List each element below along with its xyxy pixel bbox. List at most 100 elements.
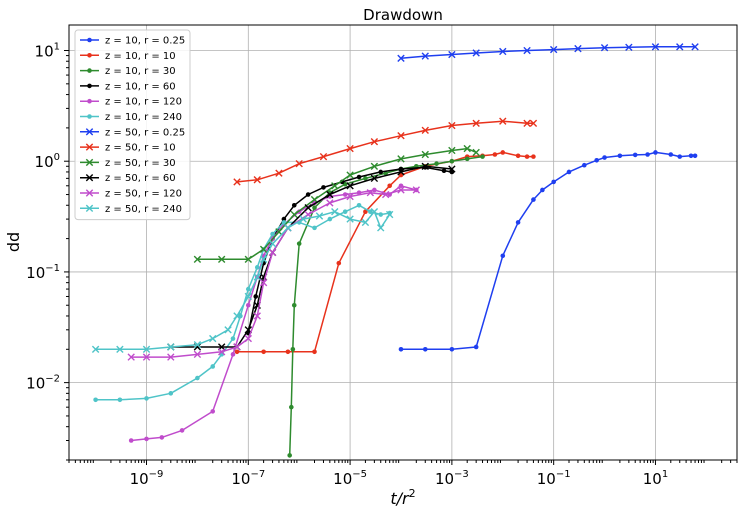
legend-entry: z = 50, r = 10 xyxy=(80,143,176,154)
data-point xyxy=(398,346,404,352)
data-point xyxy=(312,225,317,231)
data-point xyxy=(617,153,623,159)
data-point xyxy=(448,146,456,155)
legend-marker xyxy=(87,37,92,43)
x-tick-label: 10−3 xyxy=(435,469,469,488)
data-point xyxy=(472,119,480,128)
data-point xyxy=(523,119,531,128)
x-tick-base: 10 xyxy=(231,470,250,488)
legend-marker xyxy=(85,143,94,151)
data-point xyxy=(331,182,339,190)
data-point xyxy=(378,169,384,175)
data-point xyxy=(244,334,252,343)
legend-marker xyxy=(85,158,94,167)
data-point xyxy=(372,187,377,193)
data-point xyxy=(473,344,479,350)
data-point xyxy=(193,255,202,263)
data-point xyxy=(289,404,294,410)
data-point xyxy=(261,349,266,355)
data-point xyxy=(480,154,485,159)
data-point xyxy=(259,255,268,263)
data-point xyxy=(492,152,498,157)
plot-frame xyxy=(68,24,738,461)
data-point xyxy=(356,174,362,180)
data-point xyxy=(238,313,243,319)
data-point xyxy=(529,119,538,128)
data-point xyxy=(259,245,268,254)
series-layer xyxy=(91,43,699,458)
data-point xyxy=(377,224,385,232)
data-point xyxy=(144,396,149,401)
data-point xyxy=(299,215,307,223)
data-point xyxy=(397,132,405,140)
x-tick-base: 10 xyxy=(333,470,352,488)
legend-marker xyxy=(85,204,94,212)
data-point xyxy=(326,190,334,199)
legend-marker xyxy=(87,68,92,73)
data-point xyxy=(472,49,480,57)
legend-entry: z = 10, r = 120 xyxy=(80,97,182,108)
data-point xyxy=(602,155,607,160)
data-point xyxy=(127,353,135,361)
data-point xyxy=(449,158,455,164)
data-point xyxy=(217,255,226,263)
data-point xyxy=(368,209,373,214)
legend: z = 10, r = 0.25 z = 10, r = 10 z = 10, r … xyxy=(74,29,191,221)
data-point xyxy=(234,349,240,355)
x-tick-exponent: −1 xyxy=(556,469,571,480)
legend-marker xyxy=(87,114,92,119)
data-point xyxy=(268,248,277,257)
data-point xyxy=(381,190,390,199)
data-point xyxy=(291,202,297,208)
y-tick-label: 10−1 xyxy=(26,263,60,282)
data-point xyxy=(209,334,217,343)
data-point xyxy=(499,47,507,56)
data-point xyxy=(93,397,98,403)
data-point xyxy=(287,453,292,458)
y-tick-exponent: 0 xyxy=(54,152,60,163)
data-point xyxy=(421,52,429,60)
legend-frame xyxy=(74,29,191,221)
data-point xyxy=(651,43,660,51)
data-point xyxy=(531,154,536,159)
data-point xyxy=(327,216,333,222)
data-point xyxy=(291,302,297,308)
legend-entry: z = 50, r = 60 xyxy=(80,173,176,184)
data-point xyxy=(253,176,261,184)
data-point xyxy=(412,186,421,194)
data-point xyxy=(312,349,317,355)
data-point xyxy=(464,156,470,162)
data-point xyxy=(253,273,261,281)
legend-entry: z = 50, r = 30 xyxy=(80,158,176,169)
data-point xyxy=(448,50,456,59)
y-tick-base: 10 xyxy=(35,43,54,61)
series-line xyxy=(95,204,390,401)
data-point xyxy=(387,183,392,189)
y-tick-base: 10 xyxy=(35,153,54,171)
data-point xyxy=(645,152,650,157)
legend-marker xyxy=(87,98,92,104)
data-point xyxy=(370,162,379,170)
legend-marker xyxy=(87,83,92,89)
data-point xyxy=(326,199,334,207)
legend-entry: z = 50, r = 0.25 xyxy=(80,127,185,138)
legend-entry: z = 50, r = 240 xyxy=(80,204,182,215)
y-tick-label: 100 xyxy=(35,152,60,171)
y-tick-label: 10−2 xyxy=(26,374,60,393)
legend-marker xyxy=(85,189,94,197)
data-point xyxy=(290,346,296,352)
data-point xyxy=(281,220,287,225)
legend-label: z = 10, r = 0.25 xyxy=(105,36,185,47)
data-point xyxy=(574,44,582,53)
data-point xyxy=(346,192,354,201)
data-point xyxy=(346,215,354,223)
x-tick-base: 10 xyxy=(435,470,454,488)
legend-label: z = 10, r = 120 xyxy=(105,97,182,108)
legend-entry: z = 10, r = 240 xyxy=(80,112,182,123)
legend-label: z = 10, r = 30 xyxy=(105,66,176,77)
x-tick-base: 10 xyxy=(537,470,556,488)
x-tick-label: 10−7 xyxy=(231,469,265,488)
data-point xyxy=(523,46,531,55)
y-tick-exponent: −2 xyxy=(45,374,60,385)
data-point xyxy=(253,294,259,299)
